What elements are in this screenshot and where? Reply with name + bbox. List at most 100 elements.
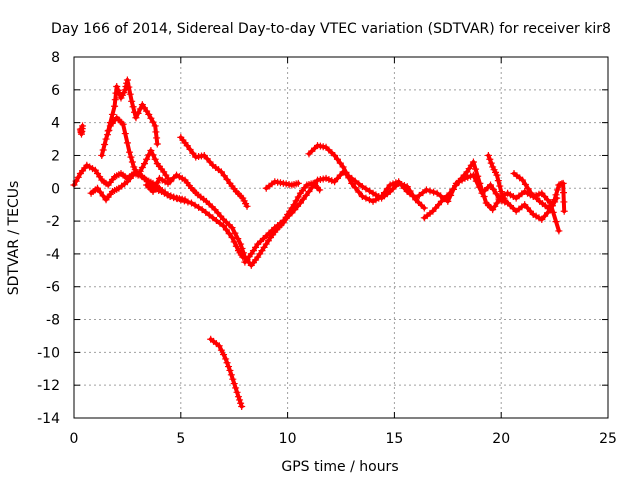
data-point [216,219,224,227]
data-point [452,182,460,190]
data-point [225,363,233,371]
data-point [358,192,366,200]
y-tick-label: -6 [46,280,60,296]
data-point [123,139,131,147]
data-point [494,177,502,185]
data-point [378,192,386,200]
y-tick-label: -4 [46,247,60,263]
x-tick-label: 15 [385,431,403,447]
data-point [333,155,341,163]
data-point [173,195,181,203]
data-points [70,76,568,411]
data-point [228,224,236,232]
data-point [187,199,195,207]
series-arc-12 [484,151,509,205]
data-point [189,149,197,157]
data-point [136,105,144,113]
data-point [184,198,192,206]
data-point [121,86,129,94]
data-point [484,151,492,159]
data-point [499,191,507,199]
data-point [111,102,119,110]
data-point [500,194,508,202]
data-point [114,86,122,94]
data-point [492,190,500,198]
data-point [132,114,140,122]
data-point [121,130,129,138]
data-point [226,366,234,374]
data-point [98,151,106,159]
data-point [316,186,324,194]
data-point [170,194,178,202]
data-point [560,189,567,197]
data-point [131,108,139,116]
x-tick-label: 25 [599,431,617,447]
data-point [501,197,509,205]
y-tick-label: -14 [37,411,60,427]
data-point [415,191,423,199]
data-point [222,355,230,363]
series-arc-9 [262,178,302,192]
data-point [358,183,366,191]
data-point [362,185,370,193]
plot-frame [73,56,609,419]
series-arc-11 [420,158,561,223]
data-point [336,159,344,167]
data-point [230,238,238,246]
data-point [108,110,116,118]
data-point [480,192,488,200]
data-point [232,242,240,250]
data-point [308,184,316,192]
data-point [126,148,134,156]
data-point [230,380,238,388]
data-point [180,197,188,205]
data-point [198,206,206,214]
data-point [446,189,454,197]
data-point [355,180,363,188]
data-point [551,196,559,204]
data-point [559,179,567,187]
data-point [487,181,495,189]
data-point [521,180,529,188]
data-point [145,110,153,118]
data-point [128,158,136,166]
data-point [205,211,213,219]
data-point [236,396,244,404]
chart-title: Day 166 of 2014, Sidereal Day-to-day VTE… [51,21,611,37]
x-tick-label: 20 [492,431,510,447]
data-point [296,199,304,207]
data-point [555,227,563,235]
data-point [292,197,300,205]
data-point [99,192,107,200]
data-point [177,196,185,204]
data-point [138,163,146,171]
x-tick-label: 0 [70,431,79,447]
data-point [143,155,151,163]
data-point [102,135,110,143]
data-point [153,134,161,142]
data-point [449,185,457,193]
data-point [345,174,353,182]
data-point [560,198,568,206]
data-point [380,189,388,197]
data-point [183,142,191,150]
data-point [524,185,532,193]
data-point [152,128,160,136]
data-point [243,202,251,210]
data-point [294,193,302,201]
data-point [351,184,359,192]
data-point [422,186,430,194]
data-point [229,375,237,383]
series-arc-4 [104,76,161,148]
data-point [444,197,452,205]
series-arc-14 [207,335,246,411]
data-point [215,342,223,350]
data-point [96,188,104,196]
data-point [552,191,560,199]
data-point [331,151,339,159]
data-point [151,155,159,163]
x-tick-label: 10 [279,431,297,447]
series-band [144,173,322,268]
data-point [74,173,82,181]
